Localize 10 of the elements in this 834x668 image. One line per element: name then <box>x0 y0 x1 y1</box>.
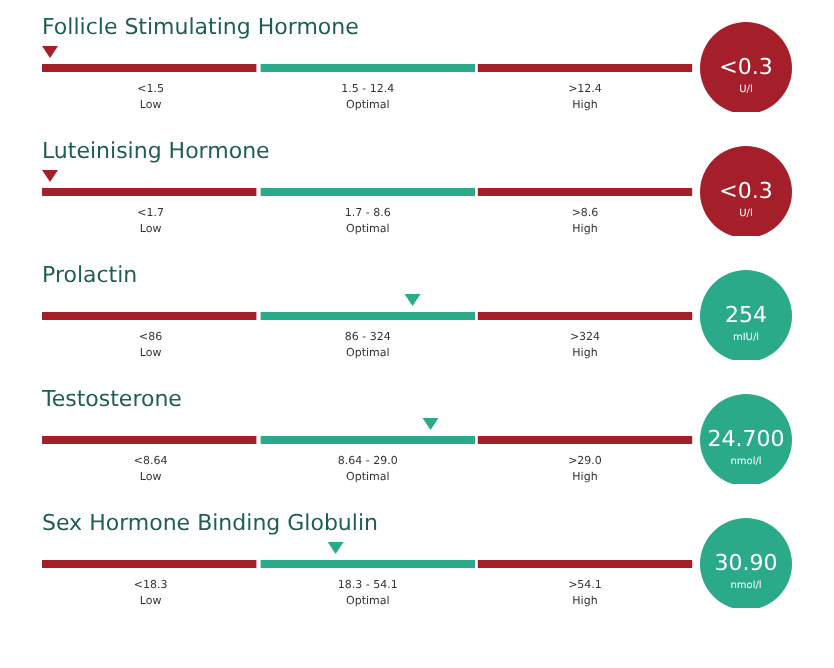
data-label: 24.700 <box>707 426 785 452</box>
text: Testosterone <box>40 386 183 412</box>
text: Luteinising Hormone <box>42 138 271 164</box>
text: Prolactin <box>42 262 138 288</box>
data-label: <0.3 <box>719 54 773 80</box>
data-label: <0.3 <box>719 178 773 204</box>
text: Sex Hormone Binding Globulin <box>42 510 379 536</box>
text: Follicle Stimulating Hormone <box>42 14 360 40</box>
data-label: 254 <box>725 302 767 328</box>
data-label: 30.90 <box>714 550 778 576</box>
